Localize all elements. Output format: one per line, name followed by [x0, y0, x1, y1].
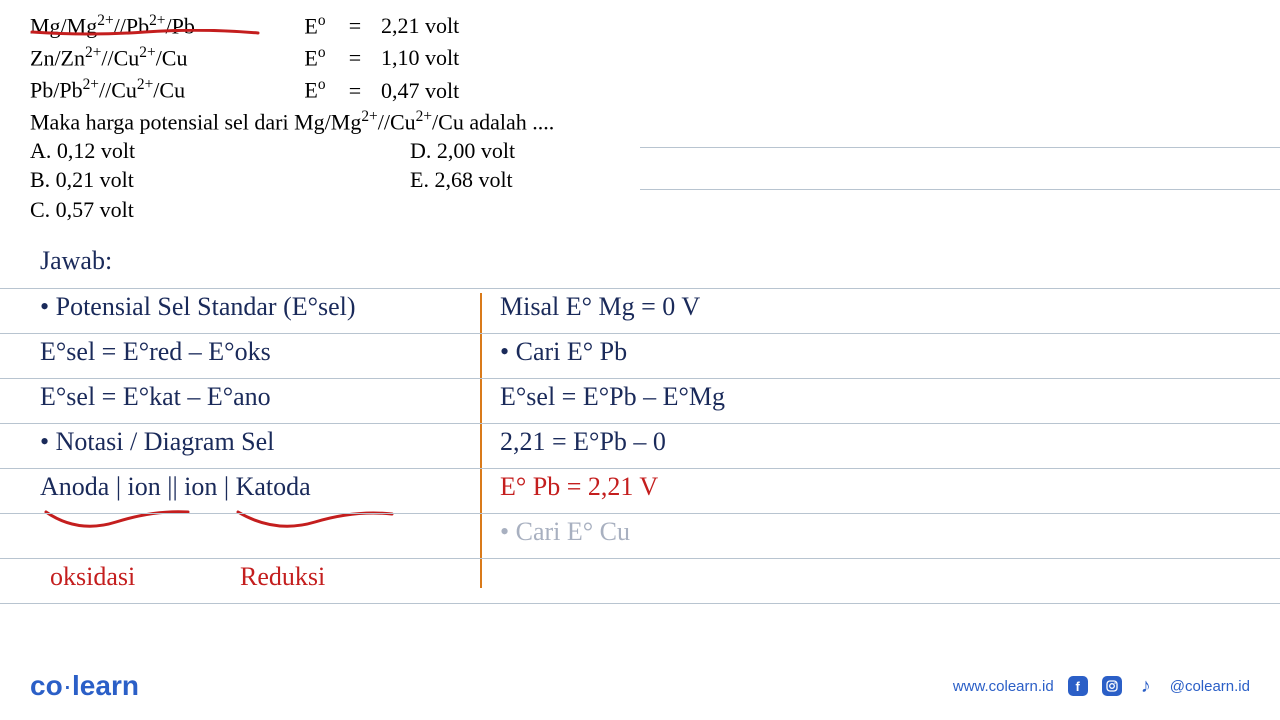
equals: =: [340, 43, 370, 74]
vertical-divider: [480, 293, 482, 588]
given-row-2: Pb/Pb2+//Cu2+/CuEo= 0,47 volt: [30, 74, 1250, 106]
volt-value: 2,21 volt: [370, 11, 459, 42]
ruled-line: [0, 558, 1280, 559]
ruled-line: [640, 147, 1280, 148]
ruled-line: [0, 378, 1280, 379]
logo-right: learn: [72, 670, 139, 701]
underline-red: [30, 24, 260, 32]
page-root: Mg/Mg2+//Pb2+/PbEo= 2,21 voltZn/Zn2+//Cu…: [0, 0, 1280, 225]
cell-notation: Pb/Pb2+//Cu2+/Cu: [30, 74, 290, 106]
footer-right: www.colearn.id f ♪ @colearn.id: [953, 676, 1250, 696]
hand-right-5: E° Pb = 2,21 V: [500, 472, 658, 502]
hand-oksidasi: oksidasi: [50, 562, 135, 592]
hand-jawab: Jawab:: [40, 246, 112, 276]
notebook-area: Jawab: • Potensial Sel Standar (E°sel) E…: [0, 250, 1280, 670]
facebook-icon: f: [1068, 676, 1088, 696]
instagram-icon: [1102, 676, 1122, 696]
hand-reduksi: Reduksi: [240, 562, 325, 592]
volt-value: 1,10 volt: [370, 43, 459, 74]
e-symbol: Eo: [290, 42, 340, 74]
tiktok-icon: ♪: [1136, 676, 1156, 696]
hand-line-1: • Potensial Sel Standar (E°sel): [40, 292, 356, 322]
option-c: C. 0,57 volt: [30, 195, 410, 225]
logo-dot: ·: [63, 670, 72, 701]
footer-url: www.colearn.id: [953, 678, 1054, 695]
ruled-line: [0, 603, 1280, 604]
hand-right-2: • Cari E° Pb: [500, 337, 627, 367]
option-d: D. 2,00 volt: [410, 136, 515, 166]
footer-handle: @colearn.id: [1170, 678, 1250, 695]
given-row-1: Zn/Zn2+//Cu2+/CuEo= 1,10 volt: [30, 42, 1250, 74]
cell-notation: Zn/Zn2+//Cu2+/Cu: [30, 42, 290, 74]
hand-line-3: E°sel = E°kat – E°ano: [40, 382, 271, 412]
ruled-line: [0, 333, 1280, 334]
equals: =: [340, 11, 370, 42]
hand-right-4: 2,21 = E°Pb – 0: [500, 427, 666, 457]
volt-value: 0,47 volt: [370, 76, 459, 107]
ruled-line: [0, 288, 1280, 289]
options: A. 0,12 volt B. 0,21 volt C. 0,57 volt D…: [30, 136, 1250, 225]
hand-line-4: • Notasi / Diagram Sel: [40, 427, 274, 457]
hand-right-1: Misal E° Mg = 0 V: [500, 292, 700, 322]
ruled-line: [640, 189, 1280, 190]
hand-right-6: • Cari E° Cu: [500, 517, 630, 547]
option-e: E. 2,68 volt: [410, 165, 515, 195]
equals: =: [340, 76, 370, 107]
logo-left: co: [30, 670, 63, 701]
e-symbol: Eo: [290, 74, 340, 106]
ruled-line: [0, 513, 1280, 514]
hand-line-5: Anoda | ion || ion | Katoda: [40, 472, 311, 502]
option-b: B. 0,21 volt: [30, 165, 410, 195]
footer: co·learn www.colearn.id f ♪ @colearn.id: [0, 670, 1280, 702]
logo: co·learn: [30, 670, 139, 702]
e-symbol: Eo: [290, 10, 340, 42]
hand-line-2: E°sel = E°red – E°oks: [40, 337, 271, 367]
options-col-left: A. 0,12 volt B. 0,21 volt C. 0,57 volt: [30, 136, 410, 225]
option-a: A. 0,12 volt: [30, 136, 410, 166]
ruled-line: [0, 468, 1280, 469]
options-col-right: D. 2,00 volt E. 2,68 volt: [410, 136, 515, 225]
hand-right-3: E°sel = E°Pb – E°Mg: [500, 382, 725, 412]
ruled-line: [0, 423, 1280, 424]
question-text: Maka harga potensial sel dari Mg/Mg2+//C…: [30, 108, 1250, 135]
